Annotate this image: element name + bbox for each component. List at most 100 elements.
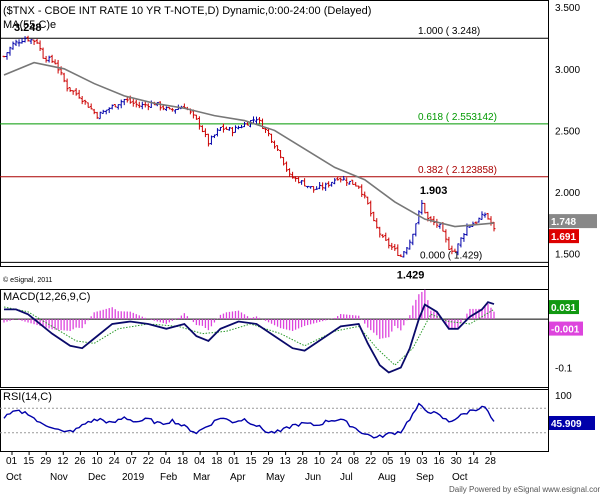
x-day-label: 26 [74,456,86,467]
price-bar [65,78,69,92]
price-bar [32,39,36,45]
price-tick-label: 3.500 [555,3,580,14]
macd-tick-label: -0.1 [555,364,573,375]
price-bar [170,107,174,112]
price-bar [381,234,385,238]
annotation-high: 3.248 [14,22,42,34]
price-bar [146,103,150,111]
price-tick-label: 2.500 [555,126,580,137]
price-bar [378,226,382,238]
price-bar [360,184,364,197]
x-day-label: 01 [228,456,240,467]
price-bar [315,186,319,190]
ma-value-text: 1.748 [551,217,576,228]
price-bar [291,171,295,179]
x-day-label: 04 [194,456,206,467]
price-bar [236,125,240,130]
price-bar [249,120,253,128]
price-bar [2,55,6,58]
price-bar [357,185,361,189]
price-bar [462,233,466,242]
price-bar [47,55,51,63]
price-bar [336,176,340,181]
x-day-label: 16 [434,456,446,467]
price-bar [282,157,286,166]
price-bar [167,106,171,110]
price-bar [212,134,216,139]
price-bar [89,103,93,110]
price-bar [215,128,219,137]
price-bar [245,122,249,126]
x-month-label: Dec [88,472,106,483]
price-bar [23,36,27,43]
x-day-label: 24 [331,456,343,467]
chart-marks [0,35,548,455]
price-bar [218,126,222,131]
price-bar [276,145,280,151]
price-bar [420,199,424,215]
chart-title: ($TNX - CBOE INT RATE 10 YR T-NOTE,D) Dy… [3,5,371,17]
price-bar [396,244,400,257]
price-bar [182,103,186,109]
rsi-value-text: 45.909 [551,419,582,430]
price-bar [71,90,75,95]
price-bar [8,46,12,56]
price-bar [38,40,42,51]
price-bar [107,107,111,114]
macd-label: MACD(12,26,9,C) [3,291,90,303]
price-bar [110,104,114,110]
price-bar [402,251,406,258]
x-month-label: Oct [6,472,22,483]
price-bar [351,179,355,185]
price-bar [197,116,201,130]
price-bar [372,211,376,222]
x-axis-months: Oct Nov Dec 2019 Feb Mar Apr May Jun Jul… [6,472,468,483]
price-bar [137,101,141,109]
price-bar [29,39,33,44]
x-month-label: Oct [452,472,468,483]
price-bar [285,161,289,172]
price-bar [131,98,135,107]
x-day-label: 08 [348,456,360,467]
ma-value-badge [549,214,597,229]
price-bar [164,106,168,112]
rsi-panel [0,389,549,452]
price-bar [41,47,45,59]
price-bar [417,210,421,225]
price-bar [483,212,487,218]
price-bar [447,236,451,251]
x-axis: 01 15 29 12 26 10 24 07 22 04 18 04 18 0… [6,456,496,467]
price-bar [258,117,262,124]
price-bar [224,126,228,130]
price-bar [438,223,442,229]
price-bar [318,181,322,190]
price-bar [453,248,457,252]
price-bar [264,127,268,133]
price-bar [255,116,259,125]
x-month-label: Feb [160,472,178,483]
x-month-label: Jul [340,472,353,483]
hist-value-badge [549,321,583,336]
x-day-label: 10 [314,456,326,467]
price-bar [321,182,325,191]
price-tick-label: 1.500 [555,250,580,261]
price-bar [20,38,24,44]
price-bar [206,133,210,147]
price-bar [194,114,198,120]
footer-text: Daily Powered by eSignal www.esignal.com [449,485,600,494]
macd-panel [0,289,549,388]
price-bar [312,186,316,193]
x-day-label: 28 [297,456,309,467]
price-bar [459,237,463,248]
price-bar [44,55,48,63]
price-bar [363,191,367,199]
price-bar [294,176,298,182]
price-bar [393,244,397,251]
price-bar [230,126,234,137]
price-bar [345,177,349,186]
price-bar [209,135,213,145]
price-bar [113,103,117,108]
x-month-label: Jun [305,472,321,483]
x-month-label: Apr [230,472,246,483]
